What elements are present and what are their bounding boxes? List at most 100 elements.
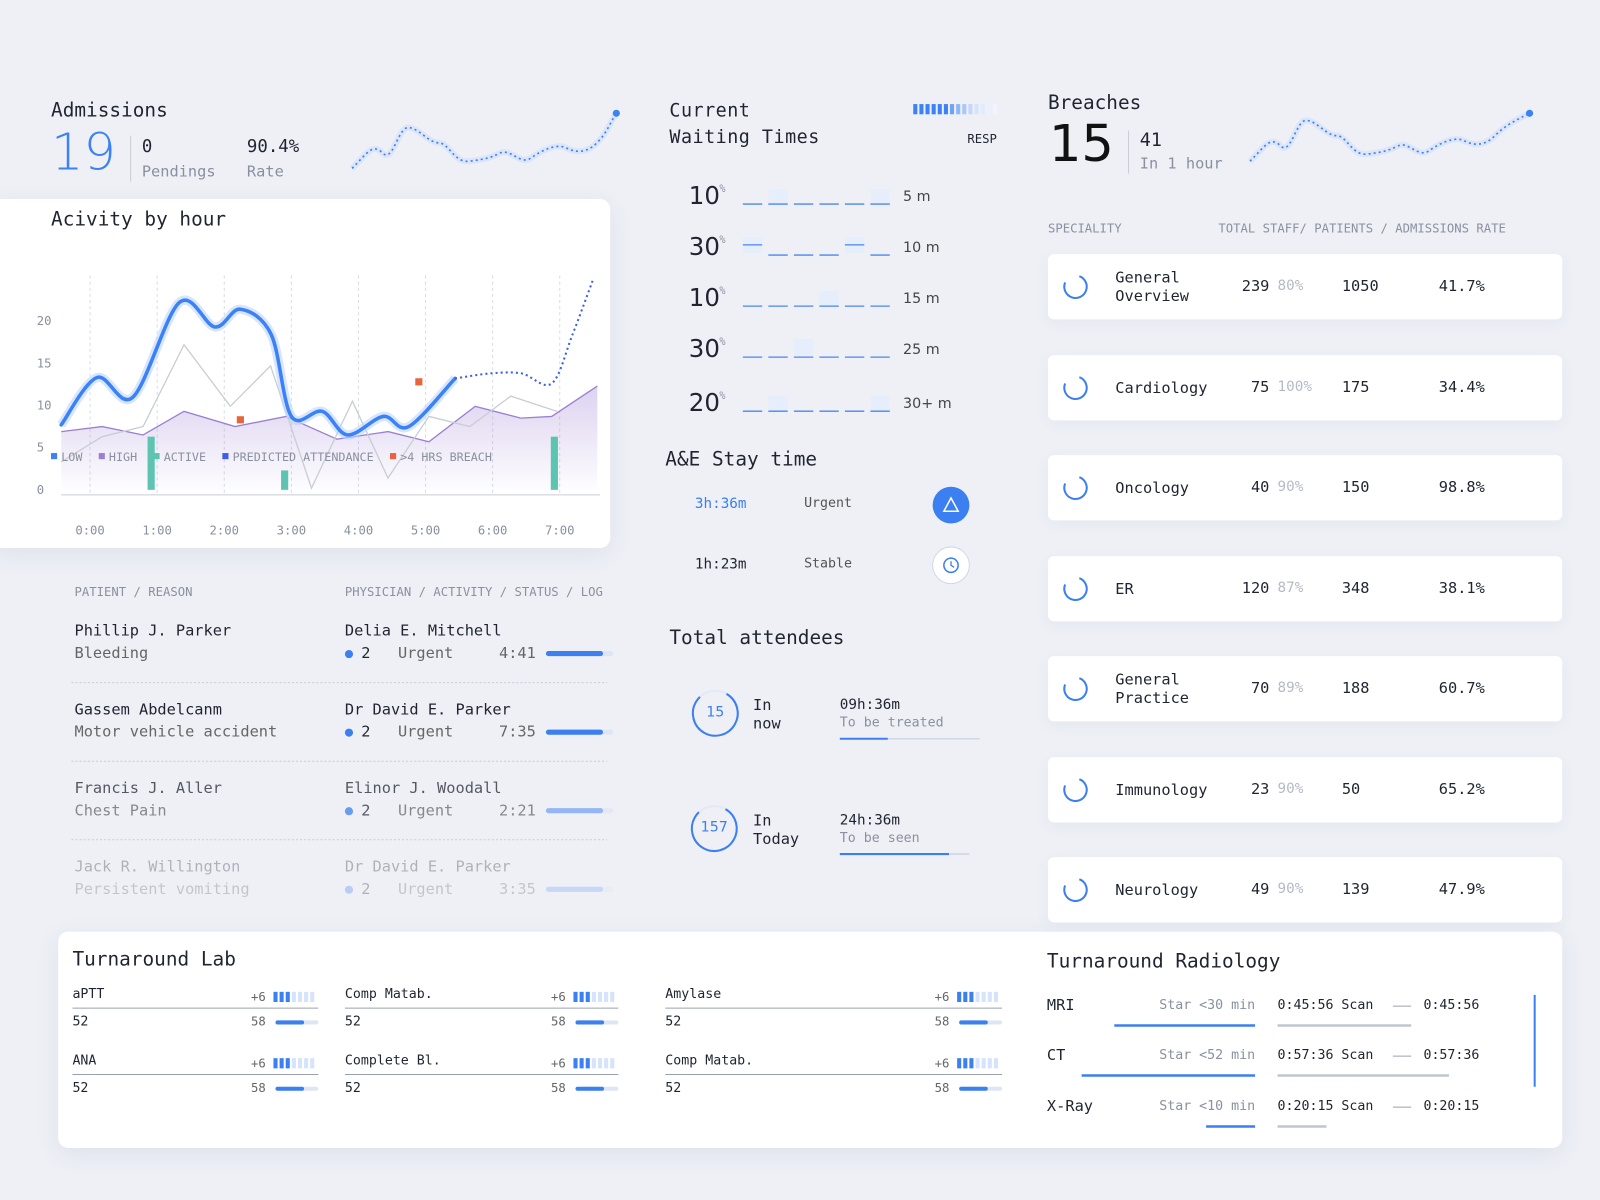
lab-low: 52 <box>72 1080 89 1096</box>
physician-name: Delia E. Mitchell <box>344 621 502 640</box>
y-tick-label: 20 <box>37 314 52 328</box>
patient-time: 4:41 <box>498 643 536 663</box>
patient-count: 139 <box>1341 879 1370 898</box>
report-time: 0:20:15 <box>1423 1098 1480 1115</box>
lab-delta: +6 <box>251 989 266 1005</box>
activity-count: 2 <box>361 879 371 898</box>
legend-swatch <box>98 453 105 460</box>
wait-label: 15 m <box>903 290 940 308</box>
low-line <box>59 298 457 437</box>
legend-label: ACTIVE <box>164 450 206 464</box>
lab-bar <box>279 991 284 1003</box>
y-tick-label: 0 <box>37 483 44 497</box>
patient-count: 175 <box>1341 377 1370 396</box>
lab-bar <box>585 1058 590 1069</box>
lab-bar <box>963 991 968 1003</box>
physician-name: Elinor J. Woodall <box>344 778 502 797</box>
patient-name: Francis J. Aller <box>74 778 222 797</box>
target-time: Star <10 min <box>1159 1098 1256 1115</box>
active-bar <box>281 470 289 490</box>
staff-count: 70 <box>1250 678 1270 697</box>
attendee-sub: To be treated <box>839 715 944 731</box>
lab-bar <box>975 1058 980 1069</box>
patient-status: Urgent <box>397 643 454 663</box>
admission-rate: 98.8% <box>1438 477 1485 496</box>
lab-bar <box>297 991 303 1003</box>
lab-high: 58 <box>551 1014 566 1029</box>
count-ring <box>691 689 739 737</box>
lab-bar <box>975 991 980 1003</box>
wait-unit: % <box>719 285 726 297</box>
speciality-card <box>1047 254 1563 320</box>
high-area <box>61 386 598 490</box>
lab-low: 52 <box>344 1014 361 1030</box>
lab-bar <box>304 991 309 1003</box>
x-tick-label: 7:00 <box>545 524 574 538</box>
staff-pct: 90% <box>1277 880 1304 897</box>
stay-status: Urgent <box>804 495 853 512</box>
patient-count: 150 <box>1341 477 1370 496</box>
patient-status: Urgent <box>397 722 454 741</box>
admission-rate: 60.7% <box>1438 678 1485 697</box>
lab-bar <box>304 1058 309 1069</box>
patient-status: Urgent <box>397 879 454 898</box>
lab-bar <box>981 991 986 1003</box>
lab-name: Amylase <box>665 986 722 1003</box>
lab-delta: +6 <box>251 1056 266 1071</box>
scan-time: 0:57:36 Scan <box>1277 1047 1374 1064</box>
staff-pct: 89% <box>1277 679 1304 696</box>
legend-swatch <box>51 453 58 460</box>
wait-value: 20 <box>688 388 720 418</box>
staff-count: 23 <box>1250 779 1270 798</box>
lab-high: 58 <box>934 1014 950 1029</box>
status-dot <box>344 728 354 737</box>
admission-rate: 41.7% <box>1438 276 1485 295</box>
legend-label: PREDICTED ATTENDANCE <box>233 450 374 464</box>
lab-name: aPTT <box>72 986 105 1003</box>
clock-glyph <box>943 557 959 574</box>
admission-rate: 47.9% <box>1438 879 1485 898</box>
lab-range <box>959 1086 988 1091</box>
staff-pct: 87% <box>1277 579 1304 596</box>
pendings-label: Pendings <box>141 162 216 181</box>
breaches-title: Breaches <box>1047 91 1142 115</box>
lab-bar <box>273 991 278 1003</box>
lab-bar <box>610 1058 615 1069</box>
spinner-arc <box>1063 274 1088 299</box>
activity-count: 2 <box>361 643 371 663</box>
status-dot <box>344 885 354 894</box>
legend-label: >4 HRS BREACH <box>400 450 492 464</box>
x-tick-label: 2:00 <box>210 524 239 538</box>
lab-title: Turnaround Lab <box>72 947 236 971</box>
line-glow <box>57 295 459 440</box>
admission-rate: 65.2% <box>1438 779 1485 798</box>
spinner <box>1063 576 1088 601</box>
spinner-arc <box>1063 676 1088 702</box>
breach-point <box>415 378 423 386</box>
legend-swatch <box>153 453 160 460</box>
lab-bar <box>591 1058 596 1069</box>
count-label: In <box>753 811 772 830</box>
stay-time: 3h:36m <box>694 495 747 513</box>
scan-time: 0:45:56 Scan <box>1277 997 1374 1014</box>
wait-cell <box>870 395 890 413</box>
wait-cell <box>793 338 814 356</box>
physician-name: Dr David E. Parker <box>344 857 511 876</box>
predicted-line <box>454 278 595 387</box>
y-tick-label: 5 <box>37 441 44 455</box>
x-tick-label: 4:00 <box>344 524 373 538</box>
lab-low: 52 <box>72 1014 89 1030</box>
patient-count: 1050 <box>1341 276 1379 295</box>
patient-name: Jack R. Willington <box>74 857 241 876</box>
lab-bar <box>597 991 603 1003</box>
waiting-tag: RESP <box>967 131 997 146</box>
lab-bar <box>297 1058 303 1069</box>
lab-bar <box>573 991 578 1003</box>
log-fill <box>545 808 604 814</box>
modality: X-Ray <box>1046 1096 1094 1116</box>
wait-value: 10 <box>688 181 720 211</box>
speciality-name: Neurology <box>1115 880 1199 899</box>
lab-bar <box>604 1058 609 1069</box>
lab-delta: +6 <box>551 1056 566 1071</box>
